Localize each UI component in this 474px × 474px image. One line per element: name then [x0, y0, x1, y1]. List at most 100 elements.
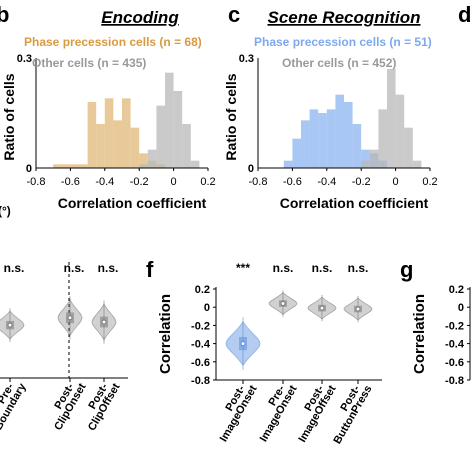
hist-b-s0-bar	[87, 102, 97, 168]
histogram-panel-c: -0.8 -0.6 -0.4 -0.2 0 0.2 0 0.3 Correlation coef…	[223, 35, 438, 211]
hist-c-s1-bar	[404, 127, 413, 168]
violin-e-significance: n.s.	[4, 261, 25, 275]
hist-c-s0-bar	[292, 138, 301, 168]
panel-letter-g: g	[400, 257, 413, 282]
hist-c-x-tick-label: 0.2	[422, 176, 437, 188]
violin-f-y-tick-label: -0.8	[191, 375, 210, 387]
panel-letter-d: d	[458, 2, 471, 27]
hist-c-s0-bar	[352, 124, 362, 168]
hist-b-s1-bar	[190, 160, 200, 168]
hist-b-s1-bar	[147, 149, 157, 168]
violin-f-3-median	[355, 306, 361, 312]
hist-c-x-tick-label: -0.2	[352, 176, 371, 188]
hist-b-y-tick-label: 0.3	[17, 53, 32, 65]
violin-f-0-median	[240, 341, 246, 347]
panel-letter-b: b	[0, 2, 9, 27]
hist-b-x-tick-label: -0.6	[61, 176, 80, 188]
hist-b-s0-bar	[139, 153, 148, 168]
violin-panel-g: 0.2 0 -0.2 -0.4 -0.6 -0.8 Correlation	[411, 284, 471, 387]
violin-g-y-tick-label: -0.2	[445, 320, 464, 332]
panel-letter-c: c	[228, 2, 240, 27]
violin-f-significance: n.s.	[348, 261, 369, 275]
hist-c-y-tick-label: 0.3	[239, 53, 254, 65]
violin-f-y-tick-label: 0.2	[195, 284, 210, 296]
violin-panel-f: 0.20-0.2-0.4-0.6-0.8Correlation***Post-I…	[157, 261, 382, 446]
violin-panel-e: n.s.Pre-Boundaryn.s.Post-ClipOnsetn.s.Po…	[0, 261, 128, 433]
hist-b-s1-bar	[182, 124, 191, 168]
hist-c-s0-bar	[301, 120, 310, 168]
hist-c-s1-bar	[387, 69, 396, 168]
hist-b-s1-bar	[139, 164, 148, 168]
violin-g-y-tick-label: 0	[458, 302, 464, 314]
hist-c-s1-bar	[369, 149, 379, 168]
hist-c-s0-bar	[318, 113, 327, 168]
violin-e-1-median	[67, 315, 73, 321]
hist-c-s0-bar	[309, 109, 319, 168]
panel-letter-f: f	[146, 257, 154, 282]
hist-b-s0-bar	[53, 164, 62, 168]
hist-c-x-tick-label: -0.4	[317, 176, 336, 188]
hist-c-s0-bar	[326, 109, 336, 168]
violin-f-significance: ***	[236, 261, 250, 275]
hist-b-x-tick-label: -0.4	[95, 176, 114, 188]
hist-c-y-axis-label: Ratio of cells	[223, 73, 239, 160]
hist-b-s1-bar	[165, 72, 174, 168]
violin-g-y-tick-label: -0.8	[445, 375, 464, 387]
hist-b-s0-bar	[96, 124, 105, 168]
hist-b-s0-bar	[122, 98, 131, 168]
violin-g-y-tick-label: -0.6	[445, 357, 464, 369]
hist-b-s0-bar	[113, 120, 122, 168]
histogram-panel-b: -0.8 -0.6 -0.4 -0.2 0 0.2 0 0.3 Correlation coef…	[1, 35, 216, 211]
violin-f-1-median	[280, 301, 286, 307]
hist-c-x-tick-label: -0.6	[283, 176, 302, 188]
hist-b-x-axis-label: Correlation coefficient	[58, 195, 207, 211]
hist-c-s0-bar	[361, 149, 370, 168]
hist-c-y-tick-label: 0	[248, 163, 254, 175]
hist-b-s0-bar	[104, 98, 114, 168]
violin-f-y-tick-label: -0.6	[191, 357, 210, 369]
violin-e-0-median	[7, 322, 13, 328]
violin-g-y-axis-label: Correlation	[411, 294, 428, 374]
violin-g-y-tick-label: -0.4	[445, 339, 465, 351]
hist-b-y-tick-label: 0	[26, 163, 32, 175]
panel-b-title: Encoding	[101, 8, 179, 27]
hist-b-s0-bar	[70, 164, 79, 168]
hist-b-s1-bar	[156, 105, 165, 168]
violin-e-2-median	[101, 319, 107, 325]
violin-f-y-tick-label: 0	[204, 302, 210, 314]
hist-b-s0-bar	[61, 164, 71, 168]
hist-b-x-tick-label: -0.2	[130, 176, 149, 188]
hist-b-y-axis-label: Ratio of cells	[1, 73, 17, 160]
hist-c-x-tick-label: 0	[393, 176, 399, 188]
hist-c-s0-bar	[335, 94, 344, 168]
hist-b-x-tick-label: 0.2	[200, 176, 215, 188]
hist-b-s1-bar	[173, 91, 183, 168]
hist-b-x-tick-label: -0.8	[27, 176, 46, 188]
violin-f-significance: n.s.	[273, 261, 294, 275]
hist-b-s0-bar	[130, 127, 140, 168]
violin-f-2-median	[319, 305, 325, 311]
violin-e-significance: n.s.	[98, 261, 119, 275]
hist-b-s0-bar	[79, 164, 88, 168]
hist-c-s1-bar	[361, 160, 370, 168]
violin-f-y-tick-label: -0.4	[191, 339, 211, 351]
violin-e-significance: n.s.	[64, 261, 85, 275]
panel-c-title: Scene Recognition	[267, 8, 420, 27]
hist-b-x-tick-label: 0	[171, 176, 177, 188]
hist-c-s1-bar	[378, 109, 387, 168]
hist-b-legend-entry: Other cells (n = 435)	[32, 56, 146, 70]
hist-c-x-axis-label: Correlation coefficient	[280, 195, 429, 211]
hist-c-s0-bar	[344, 102, 353, 168]
hist-c-s0-bar	[283, 160, 293, 168]
violin-f-y-axis-label: Correlation	[157, 294, 174, 374]
hist-c-x-tick-label: -0.8	[249, 176, 268, 188]
violin-f-significance: n.s.	[312, 261, 333, 275]
hist-c-legend-entry: Other cells (n = 452)	[282, 56, 396, 70]
violin-f-y-tick-label: -0.2	[191, 320, 210, 332]
hist-c-s1-bar	[395, 94, 405, 168]
hist-b-legend-entry: Phase precession cells (n = 68)	[24, 35, 202, 49]
left-stub-label: (°)	[0, 204, 11, 218]
hist-c-s1-bar	[412, 160, 422, 168]
violin-g-y-tick-label: 0.2	[449, 284, 464, 296]
